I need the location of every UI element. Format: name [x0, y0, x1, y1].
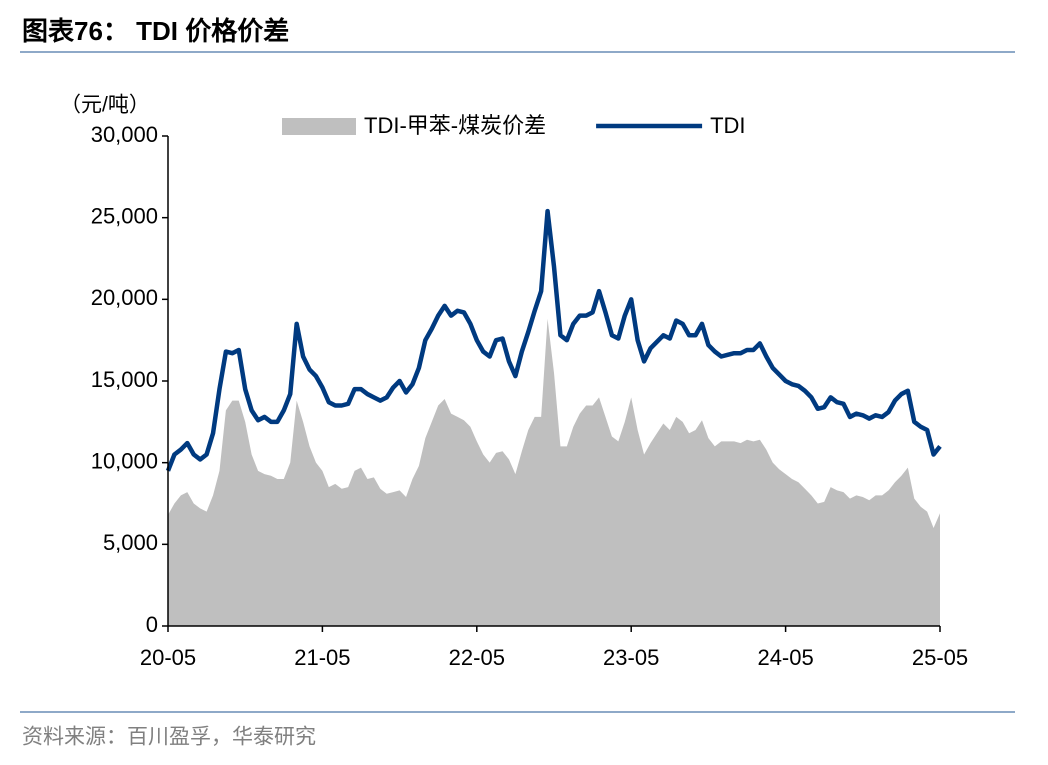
legend-label: TDI [710, 113, 745, 138]
y-tick-label: 30,000 [91, 122, 158, 147]
y-tick-label: 5,000 [103, 530, 158, 555]
x-tick-label: 20-05 [140, 645, 196, 670]
y-tick-label: 20,000 [91, 285, 158, 310]
x-tick-label: 25-05 [912, 645, 968, 670]
y-tick-label: 15,000 [91, 367, 158, 392]
area [168, 318, 940, 626]
y-tick-label: 0 [146, 612, 158, 637]
y-tick-label: 10,000 [91, 448, 158, 473]
legend-label: TDI-甲苯-煤炭价差 [364, 113, 546, 138]
x-tick-label: 21-05 [294, 645, 350, 670]
chart-title: 图表76： TDI 价格价差 [22, 16, 289, 46]
line [165, 208, 942, 472]
unit-label: （元/吨） [60, 94, 150, 117]
x-tick-label: 22-05 [449, 645, 505, 670]
x-tick-label: 24-05 [757, 645, 813, 670]
y-tick-label: 25,000 [91, 203, 158, 228]
legend-swatch [282, 118, 356, 135]
source-note: 资料来源：百川盈孚，华泰研究 [22, 726, 316, 749]
x-tick-label: 23-05 [603, 645, 659, 670]
